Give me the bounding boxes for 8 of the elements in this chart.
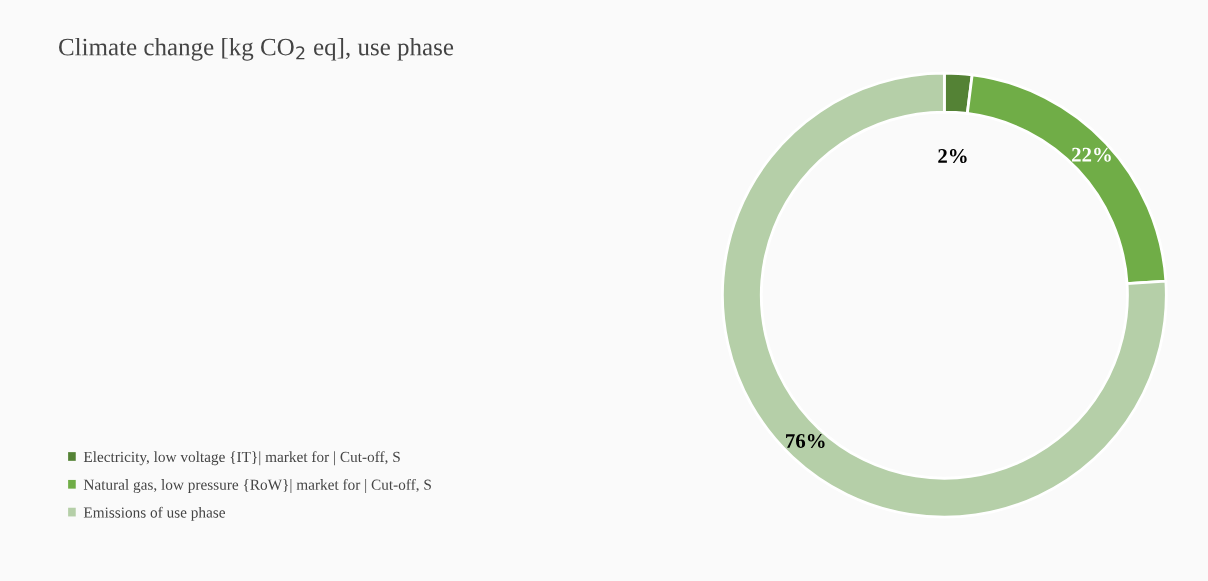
data-label: 76% [786,433,825,449]
legend-label: Electricity, low voltage {IT}| market for | Cut-off, S [83,451,400,466]
legend-label: Emissions of use phase [83,506,226,521]
data-label: 22% [1072,147,1111,162]
donut-slice [721,71,1168,519]
chart-title: Climate change [kg CO$_{2}$ eq], use phase [59,37,454,61]
data-label: 2% [938,148,967,164]
legend-label: Natural gas, low pressure {RoW}| market for | Cut-off, S [83,478,431,494]
